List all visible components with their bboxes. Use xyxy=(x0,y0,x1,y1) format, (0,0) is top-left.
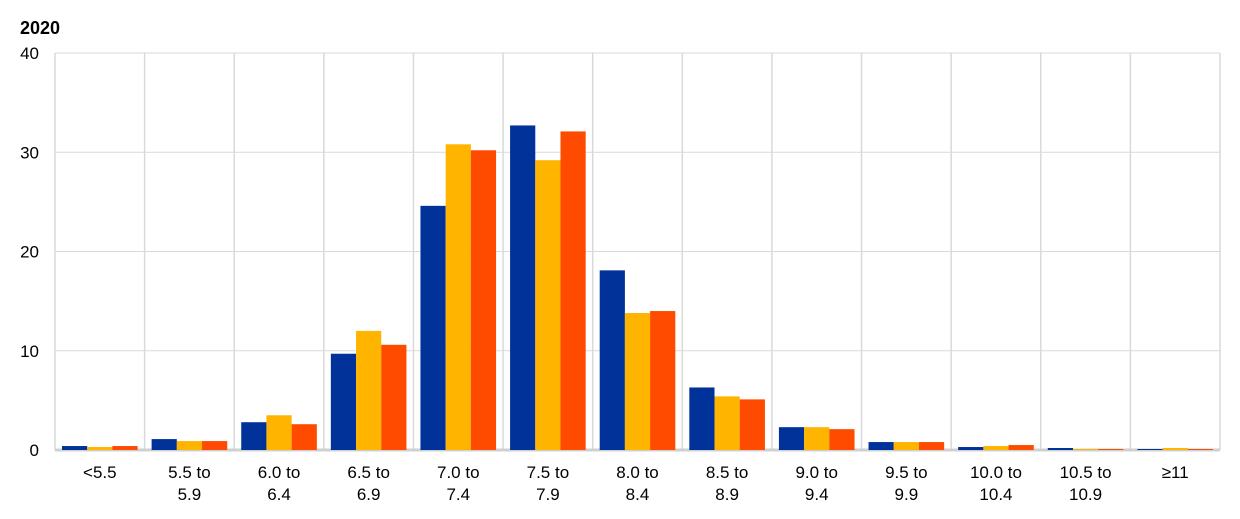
bar xyxy=(1162,448,1188,450)
bar xyxy=(689,387,715,450)
bar xyxy=(381,344,407,450)
bar xyxy=(241,422,267,450)
x-tick-label: ≥11 xyxy=(1162,463,1189,482)
chart-title: 2020 xyxy=(20,18,60,38)
bar xyxy=(112,446,138,450)
x-tick-label-line: 5.9 xyxy=(178,485,202,504)
x-tick-label-line: 10.4 xyxy=(979,485,1012,504)
x-tick-label-line: 7.5 to xyxy=(527,463,570,482)
bar xyxy=(624,313,651,450)
x-tick-label-line: 9.9 xyxy=(895,485,919,504)
x-tick-label-line: 6.9 xyxy=(357,485,381,504)
y-tick-label: 30 xyxy=(20,143,39,162)
bar xyxy=(87,447,113,450)
bar xyxy=(868,442,894,450)
x-tick-label-line: <5.5 xyxy=(83,463,117,482)
x-tick-label-line: 9.4 xyxy=(805,485,829,504)
bar xyxy=(176,441,203,450)
x-tick-label: <5.5 xyxy=(83,463,117,482)
bar xyxy=(535,160,561,450)
y-tick-label: 40 xyxy=(20,44,39,63)
x-tick-label-line: 7.9 xyxy=(536,485,560,504)
x-tick-label: 7.5 to 7.9 xyxy=(527,463,570,504)
x-tick-label-line: 6.5 to xyxy=(347,463,390,482)
bar xyxy=(510,125,536,450)
bar xyxy=(445,144,471,450)
bar xyxy=(356,330,382,450)
x-tick-label-line: ≥11 xyxy=(1162,463,1189,482)
bar xyxy=(202,441,228,450)
bar xyxy=(1187,449,1213,450)
bar xyxy=(470,150,497,450)
bar xyxy=(918,442,945,450)
y-tick-label: 0 xyxy=(30,441,39,460)
bar xyxy=(829,429,855,450)
bar xyxy=(1072,449,1099,450)
bar xyxy=(893,442,919,450)
x-tick-label: 5.5 to 5.9 xyxy=(168,463,211,504)
bar xyxy=(778,427,805,450)
bar xyxy=(62,446,88,450)
bar xyxy=(739,399,765,450)
x-tick-label-line: 9.5 to xyxy=(885,463,928,482)
x-tick-label: 8.0 to 8.4 xyxy=(616,463,659,504)
x-tick-label-line: 8.9 xyxy=(715,485,739,504)
x-tick-label-line: 10.9 xyxy=(1069,485,1102,504)
bar xyxy=(650,311,676,450)
x-tick-label-line: 8.4 xyxy=(626,485,650,504)
x-tick-label-line: 6.4 xyxy=(267,485,291,504)
bar xyxy=(983,446,1009,450)
bar xyxy=(958,447,984,450)
x-tick-label: 6.0 to 6.4 xyxy=(258,463,301,504)
bar xyxy=(330,353,357,450)
x-tick-label-line: 7.0 to xyxy=(437,463,480,482)
bar xyxy=(599,270,625,450)
x-tick-label-line: 9.0 to xyxy=(795,463,838,482)
x-tick-label-line: 7.4 xyxy=(446,485,470,504)
x-tick-label-line: 10.0 to xyxy=(970,463,1022,482)
x-tick-label: 6.5 to 6.9 xyxy=(347,463,390,504)
y-tick-label: 10 xyxy=(20,342,39,361)
bar xyxy=(266,415,292,450)
bar xyxy=(1047,448,1073,450)
bar xyxy=(420,205,446,450)
y-tick-label: 20 xyxy=(20,243,39,262)
bar xyxy=(151,439,177,450)
x-tick-label-line: 8.5 to xyxy=(706,463,749,482)
x-tick-label: 7.0 to 7.4 xyxy=(437,463,480,504)
bar xyxy=(714,396,740,450)
x-tick-label: 10.5 to 10.9 xyxy=(1060,463,1112,504)
x-tick-label: 9.0 to 9.4 xyxy=(795,463,838,504)
bar xyxy=(1008,445,1034,450)
x-tick-label-line: 10.5 to xyxy=(1060,463,1112,482)
x-tick-label: 9.5 to 9.9 xyxy=(885,463,928,504)
bar xyxy=(1137,449,1163,450)
x-tick-label: 8.5 to 8.9 xyxy=(706,463,749,504)
bar xyxy=(560,131,586,450)
x-tick-label: 10.0 to 10.4 xyxy=(970,463,1022,504)
bar xyxy=(1098,449,1124,450)
x-tick-label-line: 5.5 to xyxy=(168,463,211,482)
bar xyxy=(291,424,317,450)
bar xyxy=(804,427,830,450)
x-tick-label-line: 8.0 to xyxy=(616,463,659,482)
x-tick-label-line: 6.0 to xyxy=(258,463,301,482)
